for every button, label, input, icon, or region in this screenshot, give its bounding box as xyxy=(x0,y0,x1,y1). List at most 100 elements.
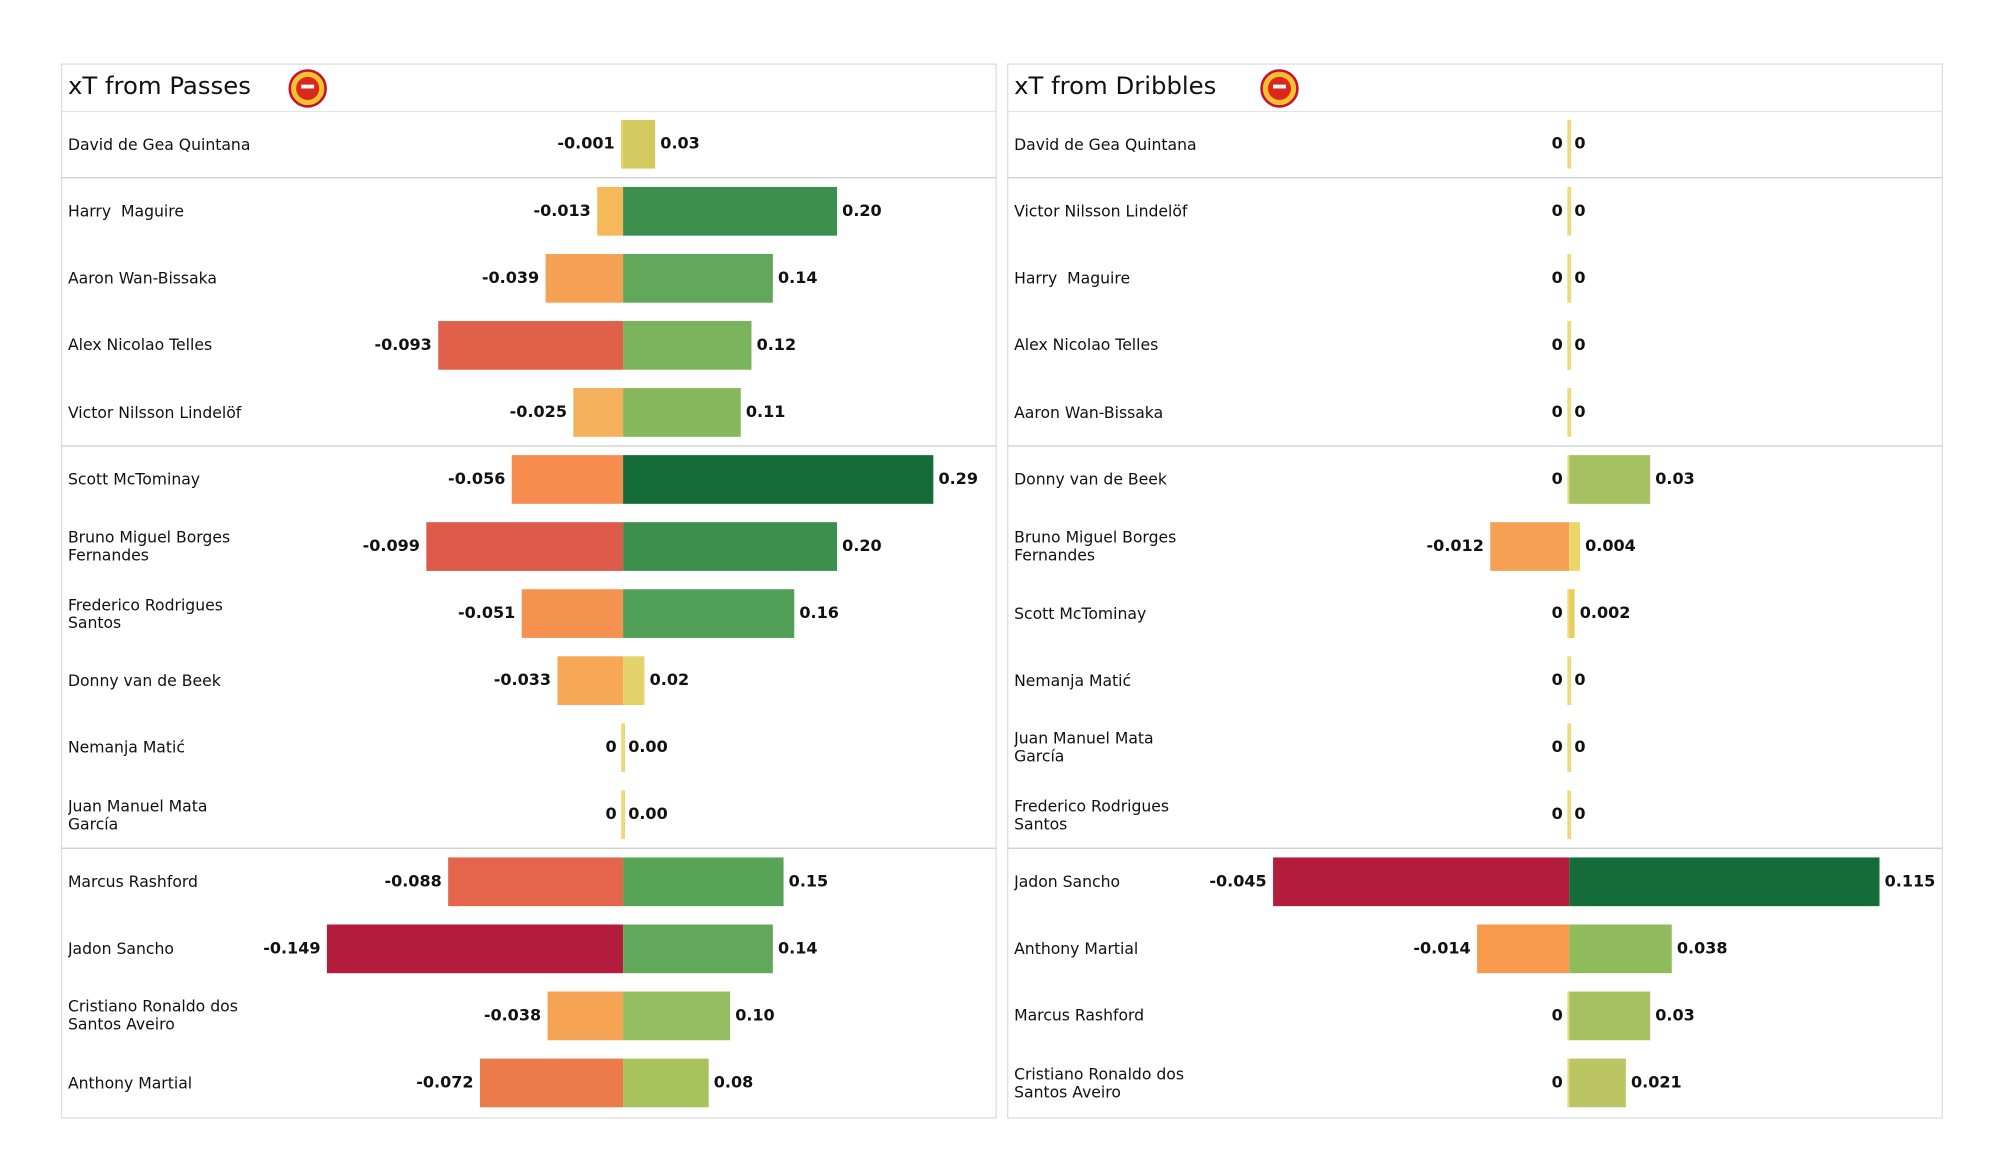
bar xyxy=(1569,790,1572,840)
value-label: 0.12 xyxy=(757,335,797,354)
bar xyxy=(426,522,624,571)
player-label: Donny van de Beek xyxy=(1014,470,1167,489)
bar xyxy=(1567,455,1570,504)
bar xyxy=(623,589,795,638)
bar xyxy=(1569,522,1581,571)
value-label: -0.038 xyxy=(484,1005,541,1024)
bar xyxy=(1569,253,1572,303)
player-label: Alex Nicolao Telles xyxy=(1014,336,1159,355)
value-label: 0.115 xyxy=(1885,871,1936,890)
value-label: 0.00 xyxy=(628,804,668,823)
bar xyxy=(623,991,731,1041)
bar xyxy=(1569,589,1575,638)
player-name: Scott McTominay xyxy=(1014,604,1147,623)
player-name: Aaron Wan-Bissaka xyxy=(1014,403,1164,422)
bar xyxy=(1569,723,1572,773)
player-name: Jadon Sancho xyxy=(1014,872,1121,891)
value-label: 0.00 xyxy=(628,737,668,756)
value-label: 0 xyxy=(1574,134,1585,153)
value-label: -0.039 xyxy=(482,268,539,287)
logo-mark xyxy=(301,84,315,89)
player-label: Jadon Sancho xyxy=(68,940,174,958)
value-label: 0 xyxy=(1574,201,1585,220)
player-name: Anthony Martial xyxy=(67,1073,193,1092)
value-label: 0 xyxy=(1574,737,1585,756)
value-label: 0.20 xyxy=(842,536,882,555)
bar xyxy=(511,455,624,504)
bar xyxy=(623,790,625,840)
logo-mark xyxy=(1273,84,1286,89)
value-label: 0 xyxy=(1552,201,1563,220)
value-label: -0.093 xyxy=(375,335,432,354)
player-label: Juan Manuel Mata García xyxy=(68,797,208,833)
player-label: Cristiano Ronaldo dos Santos Aveiro xyxy=(1014,1064,1189,1101)
value-label: 0 xyxy=(1552,670,1563,689)
bar xyxy=(623,186,838,236)
bar xyxy=(1567,321,1570,370)
bar xyxy=(1569,924,1672,974)
value-label: 0.038 xyxy=(1677,938,1728,957)
player-label: Scott McTominay xyxy=(1014,604,1147,623)
team-logo xyxy=(1260,69,1299,108)
value-label: 0.11 xyxy=(746,402,786,421)
value-label: 0.15 xyxy=(789,871,829,890)
bar xyxy=(326,924,624,974)
value-label: 0 xyxy=(1552,134,1563,153)
bar xyxy=(521,589,624,638)
value-label: 0.03 xyxy=(1655,1005,1695,1024)
value-label: -0.149 xyxy=(263,938,320,957)
value-label: 0.08 xyxy=(714,1072,754,1091)
value-label: -0.051 xyxy=(458,603,515,622)
value-label: 0 xyxy=(1552,737,1563,756)
value-label: 0 xyxy=(1552,469,1563,488)
player-name: Cristiano Ronaldo dos Santos Aveiro xyxy=(67,997,243,1034)
bar xyxy=(1567,1058,1570,1108)
player-name: Alex Nicolao Telles xyxy=(1014,336,1159,355)
player-label: Harry Maguire xyxy=(68,202,184,220)
bar xyxy=(438,321,624,370)
player-label: David de Gea Quintana xyxy=(1014,135,1196,153)
value-label: 0 xyxy=(1574,268,1585,287)
player-name: Cristiano Ronaldo dos Santos Aveiro xyxy=(1014,1064,1189,1101)
bar xyxy=(479,1058,624,1108)
value-label: -0.088 xyxy=(384,871,441,890)
bar xyxy=(1273,857,1570,907)
player-label: Anthony Martial xyxy=(1014,940,1138,958)
value-label: 0.03 xyxy=(1655,469,1695,488)
player-name: Juan Manuel Mata García xyxy=(1014,729,1159,766)
value-label: 0 xyxy=(1574,670,1585,689)
panel-title: xT from Passes xyxy=(68,71,251,100)
bar xyxy=(1567,656,1570,706)
player-name: David de Gea Quintana xyxy=(67,135,251,154)
bar xyxy=(1567,253,1570,303)
player-label: Nemanja Matić xyxy=(68,739,185,757)
value-label: 0 xyxy=(606,737,617,756)
bar xyxy=(597,186,624,236)
value-label: 0.002 xyxy=(1580,603,1631,622)
player-name: Bruno Miguel Borges Fernandes xyxy=(67,528,236,565)
value-label: -0.001 xyxy=(557,134,614,153)
bar xyxy=(1490,522,1570,571)
player-name: Frederico Rodrigues Santos xyxy=(67,595,228,632)
value-label: 0.03 xyxy=(660,134,700,153)
player-name: Marcus Rashford xyxy=(1014,1006,1145,1025)
bar xyxy=(545,253,624,303)
player-label: David de Gea Quintana xyxy=(67,135,251,154)
bar xyxy=(1569,857,1880,907)
value-label: 0 xyxy=(1552,603,1563,622)
panel-title: xT from Dribbles xyxy=(1014,71,1216,100)
player-label: Aaron Wan-Bissaka xyxy=(1014,403,1164,422)
bar xyxy=(557,656,624,706)
bar xyxy=(1477,924,1570,974)
value-label: 0 xyxy=(1574,335,1585,354)
player-label: Frederico Rodrigues Santos xyxy=(1014,797,1169,833)
value-label: 0 xyxy=(1552,335,1563,354)
bar xyxy=(621,119,624,169)
value-label: 0 xyxy=(1552,804,1563,823)
player-label: Marcus Rashford xyxy=(1014,1006,1145,1025)
value-label: 0.021 xyxy=(1631,1072,1682,1091)
player-name: Donny van de Beek xyxy=(1014,470,1167,489)
player-label: Aaron Wan-Bissaka xyxy=(68,269,217,287)
panel xyxy=(1007,63,1943,1119)
